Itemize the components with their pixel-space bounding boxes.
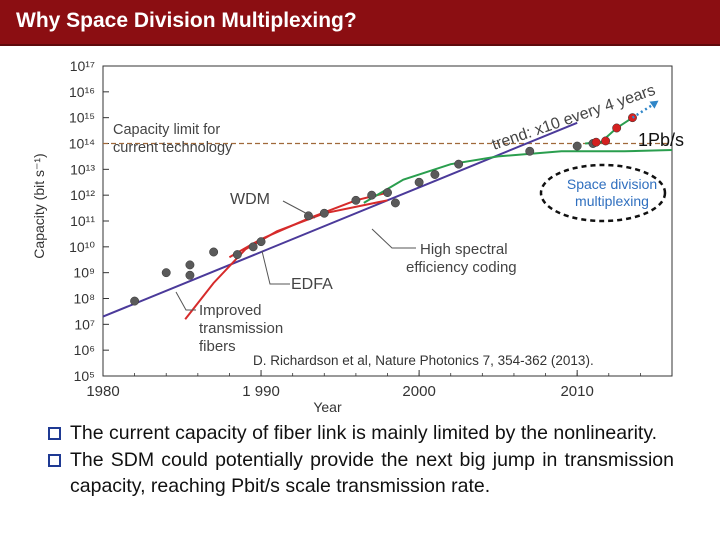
data-point bbox=[628, 113, 637, 123]
series-line-high-spectral-efficiency-coding bbox=[363, 149, 673, 204]
x-tick-label: 2000 bbox=[402, 383, 435, 400]
capacity-chart: 10⁵ 10⁶ 10⁷ 10⁸ 10⁹ 10¹⁰ 10¹¹ 10¹² 10¹³ 10¹⁴ 10¹⁵ 1… bbox=[31, 58, 684, 415]
wdm-leader bbox=[282, 200, 316, 219]
hsec-label: High spectral efficiency coding bbox=[406, 241, 517, 276]
data-point bbox=[319, 208, 329, 218]
y-tick-label: 10¹⁶ bbox=[69, 84, 95, 100]
y-tick-label: 10⁵ bbox=[74, 368, 95, 384]
data-point bbox=[525, 146, 535, 156]
series-line-trend bbox=[102, 121, 578, 318]
data-point bbox=[161, 268, 171, 278]
y-tick-label: 10¹⁴ bbox=[69, 136, 95, 152]
y-tick-label: 10¹⁷ bbox=[70, 58, 95, 74]
bullet-item: The SDM could potentially provide the ne… bbox=[48, 447, 674, 500]
x-tick-label: 1980 bbox=[86, 383, 119, 400]
data-point bbox=[430, 170, 440, 179]
data-point bbox=[130, 296, 140, 306]
bullet-item: The current capacity of fiber link is ma… bbox=[48, 420, 674, 447]
bullet-text: The SDM could potentially provide the ne… bbox=[70, 448, 674, 498]
citation-label: D. Richardson et al, Nature Photonics 7,… bbox=[253, 353, 594, 368]
data-point bbox=[454, 159, 464, 169]
data-point bbox=[601, 136, 611, 146]
data-point bbox=[185, 270, 195, 280]
checkbox-bullet-icon bbox=[48, 453, 61, 467]
y-tick-label: 10¹² bbox=[70, 187, 95, 203]
y-tick-label: 10¹⁵ bbox=[69, 110, 95, 126]
data-point bbox=[256, 237, 266, 247]
y-tick-label: 10⁶ bbox=[74, 342, 95, 358]
data-point bbox=[591, 137, 601, 147]
slide-title: Why Space Division Multiplexing? bbox=[16, 9, 357, 32]
sdm-highlight-ellipse bbox=[539, 163, 667, 223]
bullet-list: The current capacity of fiber link is ma… bbox=[48, 420, 674, 500]
data-point bbox=[209, 247, 219, 257]
data-point bbox=[248, 242, 258, 252]
sdm-label: Space division multiplexing bbox=[567, 176, 657, 209]
data-point bbox=[572, 141, 582, 151]
hsec-leader bbox=[371, 228, 416, 249]
data-point bbox=[185, 260, 195, 270]
data-point bbox=[367, 190, 377, 200]
edfa-leader bbox=[261, 250, 290, 285]
trend-extension-arrow bbox=[631, 102, 656, 119]
pbs-label: 1Pb/s bbox=[638, 130, 684, 150]
y-tick-label: 10¹¹ bbox=[70, 213, 95, 229]
x-axis-label: Year bbox=[313, 399, 342, 415]
data-point bbox=[232, 250, 242, 260]
improved-leader bbox=[175, 291, 196, 311]
data-point bbox=[414, 177, 424, 187]
data-point bbox=[351, 195, 361, 205]
bullet-text: The current capacity of fiber link is ma… bbox=[70, 422, 658, 444]
arrow-head-icon bbox=[649, 100, 659, 109]
title-bar: Why Space Division Multiplexing? bbox=[0, 0, 720, 46]
y-tick-label: 10⁸ bbox=[74, 291, 96, 307]
x-tick-label: 1 990 bbox=[242, 383, 280, 400]
data-point bbox=[612, 123, 622, 133]
improved-fibers-label: Improved transmission fibers bbox=[199, 302, 283, 355]
wdm-label: WDM bbox=[230, 191, 270, 208]
checkbox-bullet-icon bbox=[48, 427, 61, 440]
data-point bbox=[390, 198, 400, 208]
y-tick-label: 10¹³ bbox=[70, 161, 95, 177]
x-tick-label: 2010 bbox=[560, 383, 593, 400]
y-tick-label: 10¹⁰ bbox=[69, 239, 95, 255]
y-tick-label: 10⁹ bbox=[73, 265, 95, 281]
capacity-limit-label: Capacity limit for current technology bbox=[113, 122, 233, 156]
edfa-label: EDFA bbox=[291, 276, 333, 293]
data-point bbox=[383, 188, 392, 198]
y-axis-label: Capacity (bit s⁻¹) bbox=[31, 153, 47, 258]
y-tick-label: 10⁷ bbox=[74, 316, 95, 332]
